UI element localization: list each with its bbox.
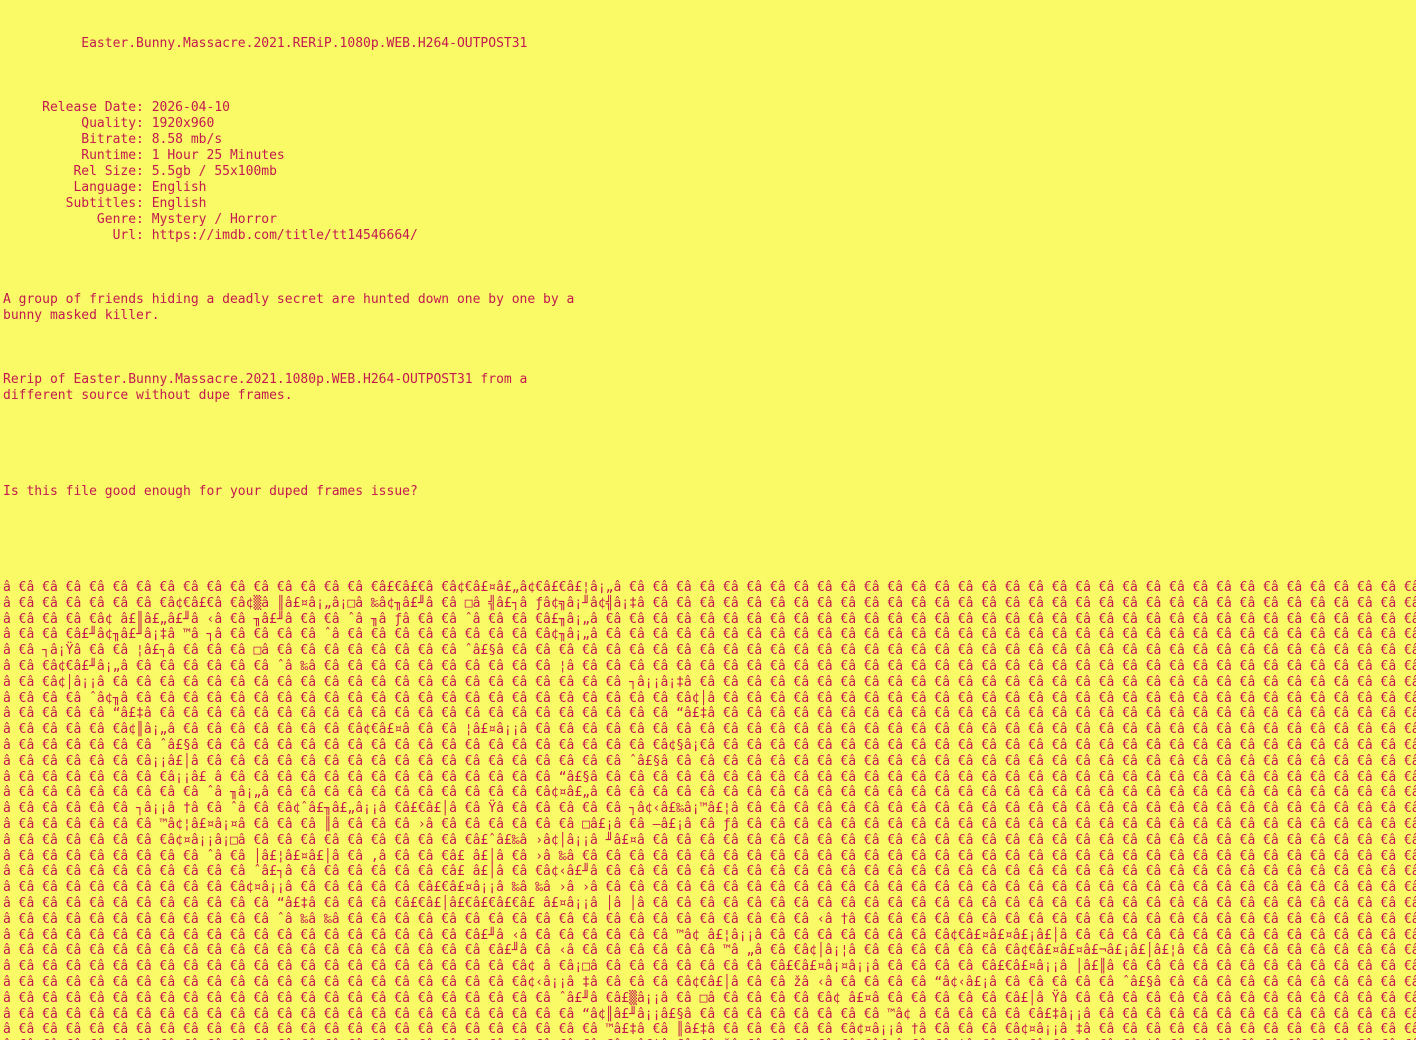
- ascii-art-line: â €â €â €â €â €â €â¡¡â£│â €â €â €â €â €â…: [3, 753, 1416, 769]
- question-line: Is this file good enough for your duped …: [3, 484, 418, 499]
- ascii-art-line: â €â €â €â €â €â €â €â €â €â €â €â €â €â…: [3, 1022, 1416, 1038]
- release-info-block: Release Date: 2026-04-10 Quality: 1920x9…: [3, 100, 1416, 244]
- ascii-art-line: â €â €â €â €â €â €â €â €â €â €â €â €â €â…: [3, 1038, 1416, 1040]
- ascii-art-line: â €â €â €â €â €â €â €â €â €â €â €â €â €â…: [3, 990, 1416, 1006]
- release-name: Easter.Bunny.Massacre.2021.RERiP.1080p.W…: [3, 36, 528, 51]
- question-block: Is this file good enough for your duped …: [3, 452, 1416, 532]
- info-line: Rel Size: 5.5gb / 55x100mb: [3, 164, 277, 179]
- rerip-note-block: Rerip of Easter.Bunny.Massacre.2021.1080…: [3, 372, 1416, 404]
- ascii-art-line: â €â €â €â €â €â €â €â €â ˆâ €â │â£¦â£¤â…: [3, 848, 1416, 864]
- ascii-art-line: â €â €â¢€â£╜â¡„â €â €â €â €â €â €â ˆâ ‰â…: [3, 658, 1416, 674]
- ascii-art-line: â €â €â €â €â €â €â €â¢¤â¡¡â¡□â €â €â €â…: [3, 832, 1416, 848]
- ascii-art-line: â €â €â €â €â €â ┐â¡¡â †â €â ˆâ €â €â¢ˆâ…: [3, 801, 1416, 817]
- ascii-art-line: â €â €â €â €â €â €â €â €â €â €â €â ˆâ ‰â…: [3, 911, 1416, 927]
- rerip-note-line: Rerip of Easter.Bunny.Massacre.2021.1080…: [3, 372, 528, 387]
- ascii-art-line: â €â €â €â €â €â €â €â €â €â €â ˆâ£┐â €â…: [3, 864, 1416, 880]
- info-line: Language: English: [3, 180, 207, 195]
- rerip-note-line: different source without dupe frames.: [3, 388, 293, 403]
- ascii-art-line: â €â €â €â£╜â¢╖â£╜â¡‡â ™â ┐â €â €â €â €â…: [3, 627, 1416, 643]
- ascii-art-line: â €â €â €â €â €â €â €â €â €â €â €â €â €â…: [3, 1006, 1416, 1022]
- ascii-art-line: â €â €â €â €â €â €â €â¡¡â£ â €â €â €â €â…: [3, 769, 1416, 785]
- ascii-art-block: â €â €â €â €â €â €â €â €â €â €â €â €â €â…: [3, 580, 1416, 1040]
- ascii-art-line: â €â €â¢│â¡¡â €â €â €â €â €â €â €â €â €â…: [3, 674, 1416, 690]
- ascii-art-line: â €â €â €â €â €â €â €â €â ˆâ ╖â¡„â €â €â…: [3, 785, 1416, 801]
- ascii-art-line: â €â €â €â €â €â €â €â €â €â €â €â €â €â…: [3, 580, 1416, 595]
- ascii-art-line: â €â €â €â €â €â €â ™â¢¦â£¤â¡¤â €â €â €â…: [3, 816, 1416, 832]
- ascii-art-line: â €â €â €â €â €â €â €â €â €â €â €â €â €â…: [3, 974, 1416, 990]
- ascii-art-line: â €â €â €â €â €â €â €â €â €â €â €â €â €â…: [3, 959, 1416, 975]
- description-line: A group of friends hiding a deadly secre…: [3, 292, 575, 307]
- ascii-art-line: â €â €â €â €â €â €â €â €â €â €â €â €â €â…: [3, 943, 1416, 959]
- ascii-art-line: â €â €â €â €â €â¢║â¡„â €â €â €â €â €â €â…: [3, 722, 1416, 738]
- description-line: bunny masked killer.: [3, 308, 160, 323]
- info-line: Bitrate: 8.58 mb/s: [3, 132, 223, 147]
- ascii-art-line: â €â €â €â €â “â£‡â €â €â €â €â €â €â €â…: [3, 706, 1416, 722]
- info-line: Runtime: 1 Hour 25 Minutes: [3, 148, 285, 163]
- ascii-art-line: â €â €â €â €â €â €â €â €â €â €â €â €â €â…: [3, 927, 1416, 943]
- info-line: Quality: 1920x960: [3, 116, 215, 131]
- ascii-art-line: â €â ┐â¡Ÿâ €â €â ¦â£┐â €â €â €â □â €â €â…: [3, 643, 1416, 659]
- info-line: Subtitles: English: [3, 196, 207, 211]
- ascii-art-line: â €â €â €â €â €â €â ˆâ£§â €â €â €â €â €â…: [3, 737, 1416, 753]
- ascii-art-line: â €â €â €â €â €â €â €â¢€â£€â €â¢▒â ║â£¤â…: [3, 595, 1416, 611]
- ascii-art-line: â €â €â €â ˆâ¢╖â €â €â €â €â €â €â €â €â…: [3, 690, 1416, 706]
- ascii-art-line: â €â €â €â €â¢ â£║â£„â£╜â ‹â €â ╖â£╜â €â…: [3, 611, 1416, 627]
- ascii-art-line: â €â €â €â €â €â €â €â €â €â €â €â “â£‡â…: [3, 895, 1416, 911]
- info-line: Release Date: 2026-04-10: [3, 100, 230, 115]
- plot-summary-block: A group of friends hiding a deadly secre…: [3, 292, 1416, 324]
- info-line: Genre: Mystery / Horror: [3, 212, 277, 227]
- ascii-art-line: â €â €â €â €â €â €â €â €â €â €â¢¤â¡¡â €â…: [3, 880, 1416, 896]
- info-line: Url: https://imdb.com/title/tt14546664/: [3, 228, 418, 243]
